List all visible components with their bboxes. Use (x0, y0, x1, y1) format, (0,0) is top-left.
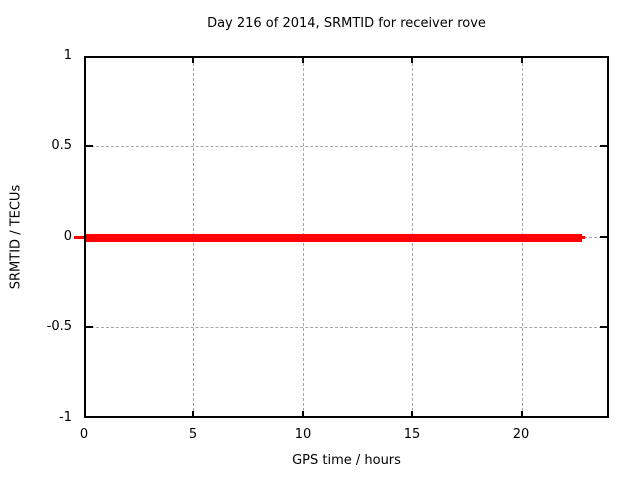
tick-mark (192, 58, 194, 63)
series-line-left-cap (74, 236, 84, 239)
tick-mark (86, 326, 93, 328)
chart-title: Day 216 of 2014, SRMTID for receiver rov… (207, 16, 486, 31)
series-line-right-cap (582, 236, 585, 239)
y-tick-label: 1 (63, 48, 72, 63)
tick-mark (600, 236, 607, 238)
tick-mark (411, 411, 413, 416)
x-tick-label: 0 (79, 427, 89, 442)
x-tick-label: 15 (403, 427, 421, 442)
tick-mark (302, 58, 304, 63)
x-tick-label: 10 (294, 427, 312, 442)
x-tick-label: 5 (188, 427, 198, 442)
y-tick-label: 0 (63, 229, 72, 244)
tick-mark (600, 326, 607, 328)
tick-mark (521, 58, 523, 63)
tick-mark (600, 145, 607, 147)
y-tick-label: -1 (59, 410, 72, 425)
x-axis-label: GPS time / hours (292, 453, 401, 468)
x-tick-label: 20 (512, 427, 530, 442)
y-tick-label: -0.5 (46, 319, 72, 334)
tick-mark (192, 411, 194, 416)
tick-mark (521, 411, 523, 416)
tick-mark (86, 145, 93, 147)
grid-line-h (86, 327, 607, 328)
series-line (86, 234, 582, 242)
tick-mark (411, 58, 413, 63)
y-tick-label: 0.5 (51, 138, 72, 153)
tick-mark (302, 411, 304, 416)
grid-line-h (86, 146, 607, 147)
